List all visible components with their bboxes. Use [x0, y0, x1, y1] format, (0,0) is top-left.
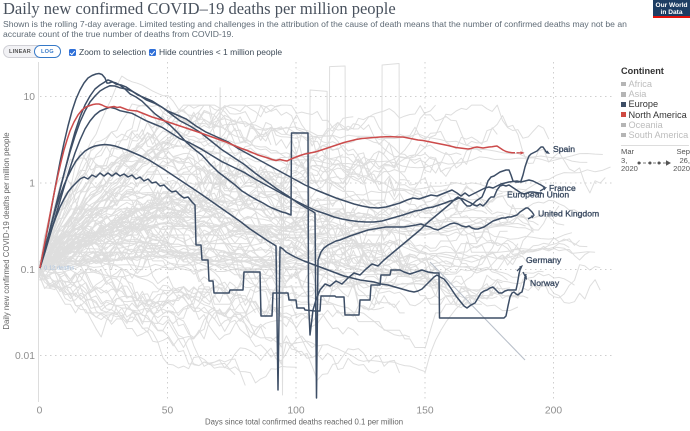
svg-text:10: 10: [24, 92, 36, 103]
svg-text:European Union: European Union: [507, 190, 569, 200]
svg-text:0.12 deaths: 0.12 deaths: [44, 266, 74, 272]
svg-text:Daily new confirmed COVID-19 d: Daily new confirmed COVID-19 deaths per …: [2, 132, 11, 329]
svg-text:Norway: Norway: [530, 278, 560, 288]
svg-text:50: 50: [162, 406, 174, 417]
svg-text:United Kingdom: United Kingdom: [538, 209, 599, 219]
svg-text:Germany: Germany: [526, 255, 562, 265]
svg-text:0.01: 0.01: [15, 351, 35, 362]
svg-text:0: 0: [37, 406, 43, 417]
svg-text:France: France: [549, 183, 576, 193]
svg-text:0.1: 0.1: [21, 265, 36, 276]
svg-text:150: 150: [416, 406, 433, 417]
svg-text:Days since total confirmed dea: Days since total confirmed deaths reache…: [205, 418, 403, 427]
svg-text:100: 100: [287, 406, 304, 417]
svg-text:200: 200: [545, 406, 562, 417]
svg-text:1: 1: [29, 179, 35, 190]
svg-text:Spain: Spain: [553, 144, 575, 154]
